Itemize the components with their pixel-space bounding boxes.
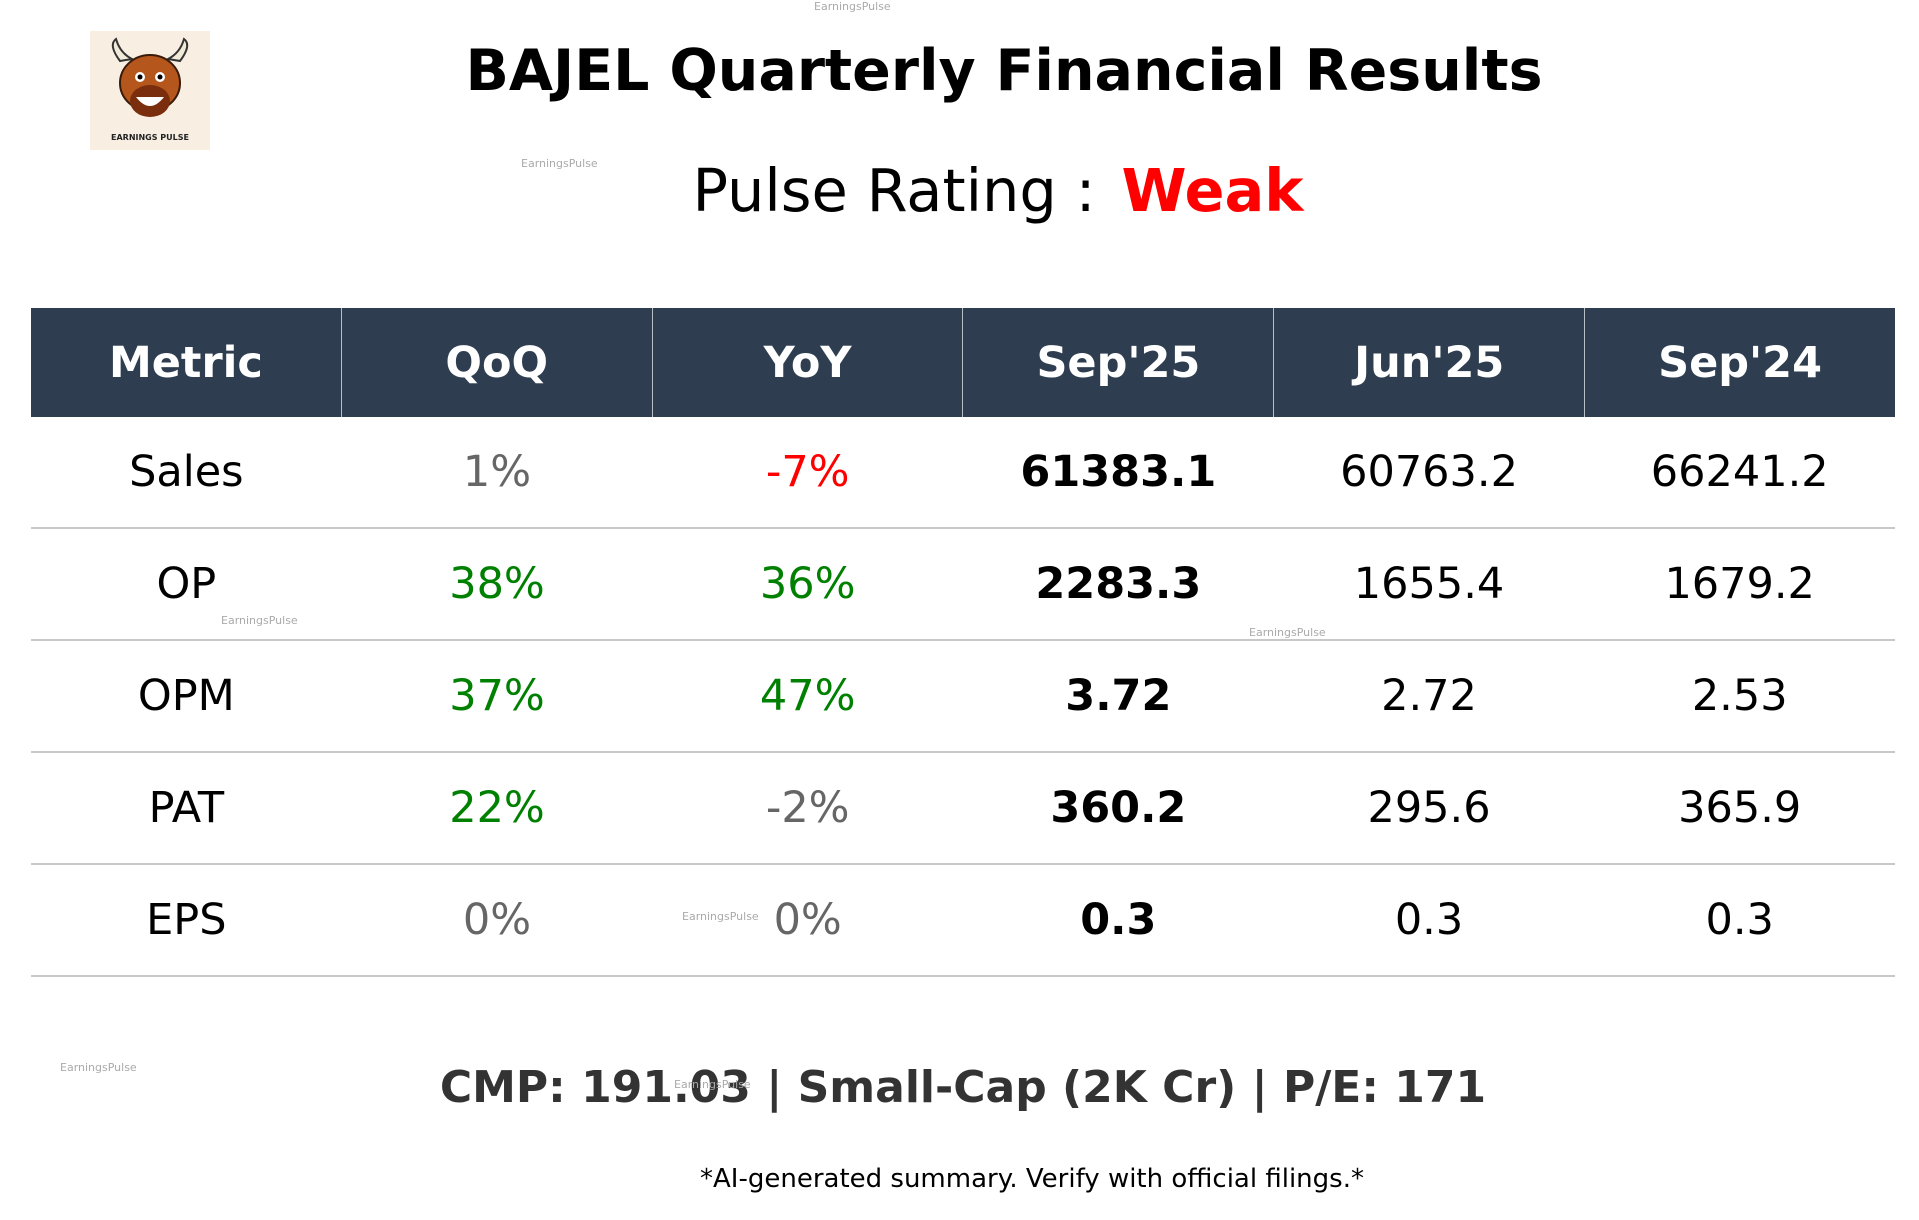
col-header: Jun'25 [1274,308,1586,417]
row: Sales 1% -7% 61383.1 60763.2 66241.2 [31,417,1895,529]
row: OPM 37% 47% 3.72 2.72 2.53 [31,641,1895,753]
cell: 37% [449,671,545,721]
cell: 0.3 [1080,895,1157,945]
cell: 2283.3 [1035,559,1202,609]
watermark: EarningsPulse [674,1078,751,1091]
col-header: YoY [653,308,964,417]
header-row: Metric QoQ YoY Sep'25 Jun'25 Sep'24 [31,308,1895,417]
logo-text: EARNINGS PULSE [111,133,189,142]
cell: 0.3 [1394,895,1464,945]
cell: 295.6 [1367,783,1491,833]
rating-label: Pulse Rating : [692,156,1096,225]
cell: 3.72 [1065,671,1172,721]
title: BAJEL Quarterly Financial Results [465,38,1543,104]
cell: 61383.1 [1020,447,1217,497]
watermark: EarningsPulse [1249,626,1326,639]
row: OP 38% 36% 2283.3 1655.4 1679.2 [31,529,1895,641]
col-header: Sep'25 [963,308,1275,417]
watermark: EarningsPulse [682,910,759,923]
cell: 66241.2 [1650,447,1829,497]
watermark: EarningsPulse [814,0,891,13]
cell: OP [156,559,217,609]
cell: 1% [462,447,532,497]
logo: EARNINGS PULSE [90,31,210,150]
cell: 0% [773,895,842,945]
col-header: Metric [31,308,342,417]
cell: PAT [148,783,225,833]
cell: 60763.2 [1340,447,1518,497]
row: PAT 22% -2% 360.2 295.6 365.9 [31,753,1895,865]
cell: -7% [765,447,850,497]
cell: Sales [129,447,244,497]
rating-value: Weak [1121,156,1304,225]
col-header: QoQ [342,308,653,417]
cell: 36% [759,559,856,609]
cell: 1679.2 [1664,559,1815,609]
cell: EPS [146,895,227,945]
cell: 2.72 [1381,671,1477,721]
rating: Pulse Rating : Weak [0,156,1919,225]
results-table: Metric QoQ YoY Sep'25 Jun'25 Sep'24 Sale… [31,308,1895,977]
cell: 365.9 [1678,783,1802,833]
cell: 360.2 [1050,783,1187,833]
cell: 0.3 [1705,895,1774,945]
cell: 38% [449,559,545,609]
cell: 22% [449,783,545,833]
watermark: EarningsPulse [60,1061,137,1074]
summary: CMP: 191.03 | Small-Cap (2K Cr) | P/E: 1… [439,1062,1487,1113]
col-header: Sep'24 [1658,337,1823,388]
cell: 0% [462,895,532,945]
cell: 2.53 [1691,671,1788,721]
disclaimer: *AI-generated summary. Verify with offic… [700,1164,1364,1194]
cell: -2% [765,783,850,833]
cell: OPM [137,671,235,721]
cell: 47% [759,671,856,721]
cell: 1655.4 [1353,559,1505,609]
row: EPS 0% 0% 0.3 0.3 0.3 [31,865,1895,977]
watermark: EarningsPulse [521,157,598,170]
watermark: EarningsPulse [221,614,298,627]
